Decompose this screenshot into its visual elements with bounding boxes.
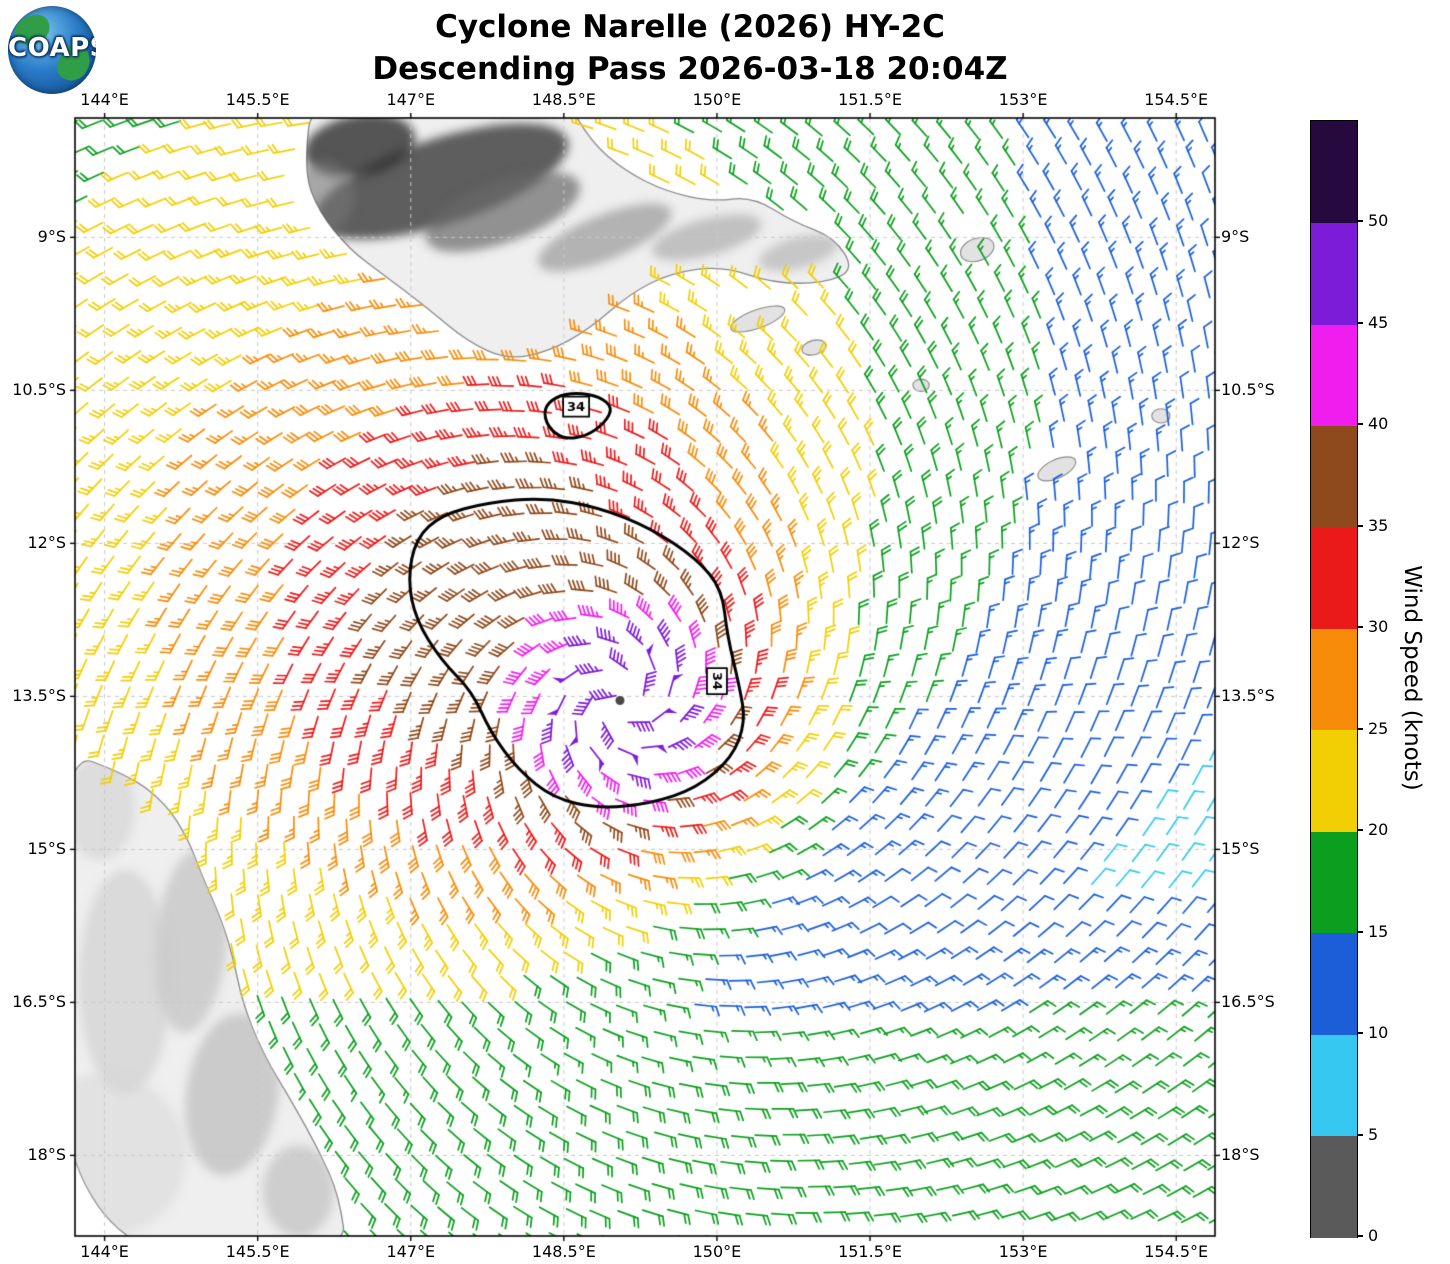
colorbar-band-45-50 — [1311, 222, 1357, 325]
colorbar-band-15-20 — [1311, 831, 1357, 934]
lat-tick-label-right: 9°S — [1221, 227, 1250, 247]
colorbar-tick — [1357, 220, 1363, 223]
colorbar — [1310, 120, 1358, 1238]
lat-tick-label-left: 16.5°S — [12, 992, 66, 1012]
colorbar-tick-label: 20 — [1368, 820, 1389, 840]
lat-tick-label-left: 9°S — [37, 227, 66, 247]
colorbar-tick — [1357, 321, 1363, 324]
colorbar-axis-label: Wind Speed (knots) — [1399, 565, 1425, 791]
colorbar-tick-label: 10 — [1368, 1023, 1389, 1043]
lon-tick-label-top: 145.5°E — [225, 90, 290, 109]
lon-tick-label-top: 148.5°E — [531, 90, 596, 109]
colorbar-tick-label: 50 — [1368, 211, 1389, 231]
colorbar-tick — [1357, 1133, 1363, 1136]
colorbar-tick-label: 5 — [1368, 1124, 1379, 1144]
colorbar-tick-label: 45 — [1368, 312, 1389, 332]
lon-tick-label-bottom: 153°E — [998, 1242, 1048, 1261]
lat-tick-label-left: 12°S — [27, 533, 66, 553]
colorbar-tick-label: 25 — [1368, 718, 1389, 738]
colorbar-tick — [1357, 930, 1363, 933]
lat-tick-label-right: 12°S — [1221, 533, 1260, 553]
lon-tick-label-top: 154.5°E — [1144, 90, 1209, 109]
colorbar-band-20-25 — [1311, 729, 1357, 832]
lat-tick-label-left: 15°S — [27, 839, 66, 859]
colorbar-tick — [1357, 1032, 1363, 1035]
lon-tick-label-bottom: 154.5°E — [1144, 1242, 1209, 1261]
colorbar-tick — [1357, 423, 1363, 426]
lon-tick-label-top: 144°E — [80, 90, 129, 109]
colorbar-band-40-45 — [1311, 323, 1357, 426]
colorbar-band-25-30 — [1311, 628, 1357, 731]
lon-tick-label-bottom: 145.5°E — [225, 1242, 290, 1261]
coaps-logo: COAPS — [8, 6, 96, 94]
colorbar-tick — [1357, 1235, 1363, 1237]
lon-tick-label-top: 151.5°E — [838, 90, 902, 109]
page-title-line-2: Descending Pass 2026-03-18 20:04Z — [372, 51, 1008, 87]
lon-tick-label-bottom: 144°E — [80, 1242, 129, 1261]
lon-tick-label-bottom: 148.5°E — [531, 1242, 596, 1261]
colorbar-band-10-15 — [1311, 932, 1357, 1035]
colorbar-tick-label: 35 — [1368, 515, 1389, 535]
lat-tick-label-right: 18°S — [1221, 1145, 1260, 1165]
colorbar-tick — [1357, 727, 1363, 730]
page-title-line-1: Cyclone Narelle (2026) HY-2C — [435, 9, 945, 45]
lat-tick-label-left: 18°S — [27, 1145, 66, 1165]
colorbar-tick-label: 30 — [1368, 617, 1389, 637]
lat-tick-label-right: 10.5°S — [1221, 380, 1275, 400]
lon-tick-label-top: 153°E — [998, 90, 1048, 109]
lon-tick-label-bottom: 150°E — [692, 1242, 742, 1261]
colorbar-tick-label: 0 — [1368, 1226, 1379, 1245]
lat-tick-label-left: 13.5°S — [12, 686, 66, 706]
lon-tick-label-top: 150°E — [692, 90, 742, 109]
colorbar-tick-label: 15 — [1368, 921, 1389, 941]
colorbar-band-5-10 — [1311, 1034, 1357, 1137]
lat-tick-label-right: 13.5°S — [1221, 686, 1275, 706]
colorbar-band-50-55 — [1311, 121, 1357, 224]
colorbar-band-35-40 — [1311, 425, 1357, 528]
colorbar-tick — [1357, 829, 1363, 832]
lat-tick-label-right: 15°S — [1221, 839, 1260, 859]
colorbar-band-0-5 — [1311, 1135, 1357, 1238]
colorbar-tick-label: 40 — [1368, 414, 1389, 434]
colorbar-tick — [1357, 524, 1363, 527]
colorbar-band-30-35 — [1311, 526, 1357, 629]
lon-tick-label-bottom: 147°E — [386, 1242, 436, 1261]
lat-tick-label-left: 10.5°S — [12, 380, 66, 400]
wind-map-canvas — [67, 110, 1223, 1244]
lat-tick-label-right: 16.5°S — [1221, 992, 1275, 1012]
colorbar-tick — [1357, 626, 1363, 629]
lon-tick-label-top: 147°E — [386, 90, 436, 109]
lon-tick-label-bottom: 151.5°E — [838, 1242, 902, 1261]
coaps-logo-text: COAPS — [8, 33, 96, 64]
